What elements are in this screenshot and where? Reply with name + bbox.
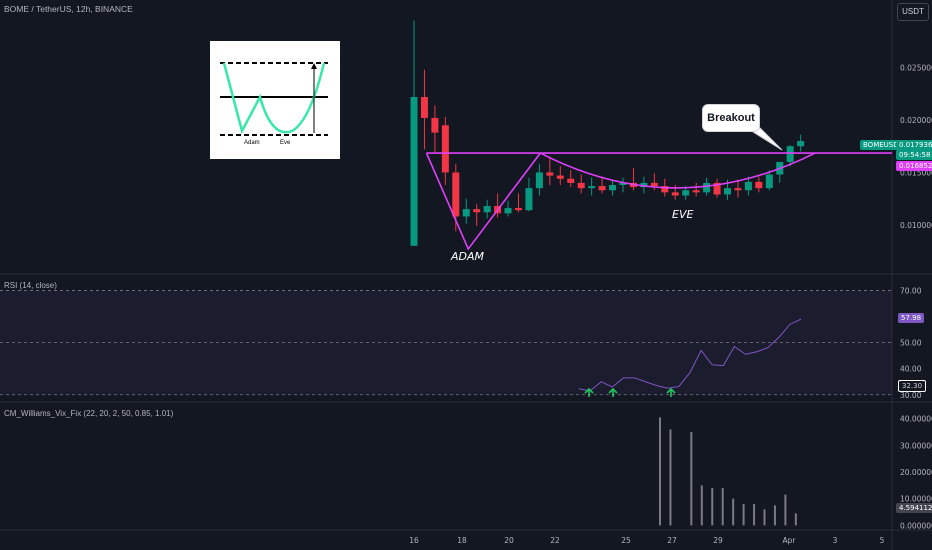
vix-axis-tick: 40.000000 xyxy=(900,415,932,424)
inset-label-eve: Eve xyxy=(280,140,291,146)
currency-button[interactable]: USDT xyxy=(897,3,929,21)
rsi-axis-tick: 30.00 xyxy=(900,391,922,400)
breakout-callout: Breakout xyxy=(702,104,760,132)
time-axis-tick: Apr xyxy=(783,536,797,545)
symbol-title[interactable]: BOME / TetherUS, 12h, BINANCE xyxy=(4,4,133,14)
candle-body xyxy=(755,181,763,189)
candle-body xyxy=(786,146,794,162)
candle-body xyxy=(713,182,721,195)
vix-axis-tick: 30.000000 xyxy=(900,441,932,450)
time-axis-tick: 20 xyxy=(504,536,514,545)
candle-body xyxy=(797,141,805,147)
candle-body xyxy=(452,172,460,217)
candle-body xyxy=(619,182,627,186)
candle-body xyxy=(535,172,543,189)
candle-body xyxy=(515,208,522,211)
rsi-low-tag: 32.30 xyxy=(898,380,927,392)
rsi-title[interactable]: RSI (14, close) xyxy=(4,281,57,290)
adam-label: ADAM xyxy=(451,250,485,263)
eve-label: EVE xyxy=(672,208,694,221)
buy-arrow-icon xyxy=(666,387,676,397)
target-arrowhead xyxy=(311,63,317,69)
last-price-tag: 0.017936 xyxy=(896,140,932,150)
candle-body xyxy=(765,174,773,189)
candle-body xyxy=(525,188,533,211)
candle-body xyxy=(650,182,658,187)
inset-label-adam: Adam xyxy=(244,140,260,146)
symbol-price-tag: BOMEUSDT xyxy=(860,140,906,150)
candle-body xyxy=(473,209,481,213)
vix-axis-tick: 10.000000 xyxy=(900,495,932,504)
candle-body xyxy=(692,190,700,193)
buy-arrow-icon xyxy=(584,387,594,397)
price-axis-tick: 0.010000 xyxy=(900,221,932,230)
candle-body xyxy=(724,188,731,195)
time-axis-tick: 27 xyxy=(667,536,677,545)
adam-v-line xyxy=(425,152,542,251)
candle-body xyxy=(556,175,564,179)
adam-eve-pattern-illustration: Adam Eve xyxy=(210,41,340,159)
candle-body xyxy=(744,181,752,191)
neckline-price-tag: 0.016852 xyxy=(896,161,932,171)
candle-body xyxy=(546,172,554,176)
candle-body xyxy=(609,185,617,191)
candle-body xyxy=(567,178,575,183)
vix-value-tag: 4.594112 xyxy=(896,503,932,513)
candle-body xyxy=(462,209,470,217)
candle-body xyxy=(588,186,596,189)
vix-axis-tick: 20.000000 xyxy=(900,468,932,477)
rsi-line xyxy=(578,318,802,392)
candle-body xyxy=(734,188,742,191)
vix-title[interactable]: CM_Williams_Vix_Fix (22, 20, 2, 50, 0.85… xyxy=(4,409,174,418)
vix-axis-tick: 0.000000 xyxy=(900,521,932,530)
pattern-curve xyxy=(222,62,326,135)
candle-body xyxy=(420,96,428,118)
time-axis-tick: 16 xyxy=(409,536,419,545)
candle-body xyxy=(661,186,669,193)
candle-body xyxy=(640,182,648,188)
time-axis-tick: 3 xyxy=(833,536,838,545)
rsi-axis-tick: 70.00 xyxy=(900,286,922,295)
buy-arrow-icon xyxy=(608,387,618,397)
candle-body xyxy=(703,182,711,193)
breakout-pointer xyxy=(749,123,783,151)
time-axis-tick: 25 xyxy=(621,536,631,545)
time-axis-tick: 18 xyxy=(457,536,467,545)
eve-curve xyxy=(540,152,816,189)
pattern-diagram xyxy=(220,62,328,136)
candle-body xyxy=(441,125,449,173)
rsi-value-tag: 57.98 xyxy=(898,313,925,323)
time-axis-tick: 29 xyxy=(713,536,723,545)
time-axis-tick: 22 xyxy=(550,536,560,545)
candle-body xyxy=(577,182,585,189)
candle-body xyxy=(483,205,491,213)
candle-body xyxy=(682,190,690,196)
candle-body xyxy=(410,96,418,246)
rsi-axis-tick: 40.00 xyxy=(900,365,922,374)
candle-body xyxy=(431,117,439,133)
time-axis-tick: 5 xyxy=(880,536,885,545)
rsi-axis-tick: 50.00 xyxy=(900,339,922,348)
candle-body xyxy=(598,186,606,191)
candle-body xyxy=(671,192,679,196)
candle-body xyxy=(504,208,512,214)
countdown-tag: 09:54:58 xyxy=(896,150,932,160)
